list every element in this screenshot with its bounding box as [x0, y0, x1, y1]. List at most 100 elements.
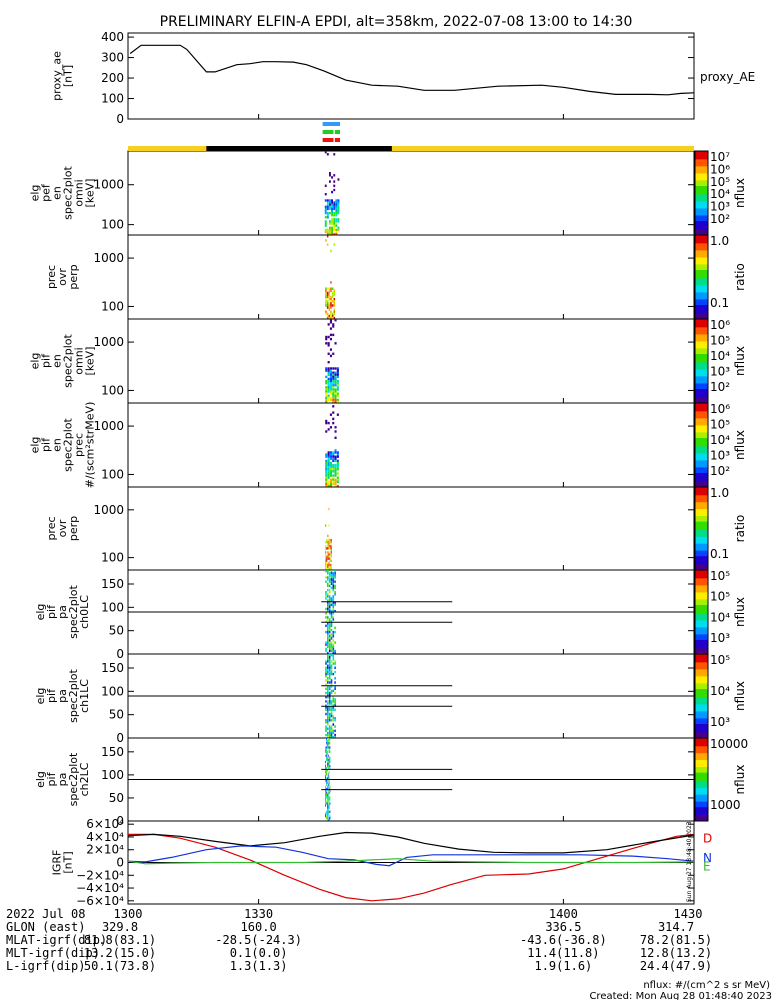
heatmap-cell — [330, 645, 333, 648]
heatmap-cell — [330, 710, 333, 714]
heatmap-cell — [327, 742, 329, 745]
colorbar-swatch — [695, 558, 708, 561]
heatmap-cell — [332, 323, 335, 326]
heatmap-cell — [330, 735, 333, 739]
y-tick-label: 100 — [101, 600, 124, 614]
heatmap-cell — [327, 635, 329, 638]
heatmap-cell — [326, 773, 327, 776]
heatmap-cell — [325, 794, 326, 797]
heatmap-cell — [327, 717, 329, 720]
heatmap-cell — [327, 779, 329, 782]
heatmap-cell — [325, 746, 326, 749]
colorbar-swatch — [695, 457, 708, 460]
heatmap-cell — [328, 302, 331, 305]
colorbar-swatch — [695, 563, 708, 565]
colorbar-swatch — [695, 249, 708, 251]
colorbar-swatch — [695, 404, 708, 407]
heatmap-cell — [329, 482, 332, 486]
colorbar-swatch — [695, 331, 708, 334]
series-line-d — [128, 833, 695, 902]
colorbar-swatch — [695, 431, 708, 433]
heatmap-cell — [325, 398, 328, 402]
heatmap-cell — [332, 478, 335, 481]
heatmap-cell — [332, 584, 335, 588]
heatmap-cell — [327, 630, 329, 634]
heatmap-cell — [325, 771, 326, 774]
heatmap-cell — [326, 300, 329, 303]
colorbar-swatch — [695, 309, 708, 311]
heatmap-cell — [329, 354, 332, 358]
colorbar-swatch — [695, 300, 708, 303]
colorbar-swatch — [695, 292, 708, 295]
colorbar-swatch — [695, 319, 708, 321]
heatmap-cell — [335, 211, 338, 215]
heatmap-cell — [327, 785, 328, 789]
colorbar-swatch — [695, 489, 708, 492]
colorbar-swatch — [695, 553, 708, 556]
colorbar-swatch — [695, 567, 708, 569]
heatmap-cell — [328, 700, 331, 703]
heatmap-cell — [332, 411, 335, 414]
y-axis-label: pef — [40, 183, 53, 202]
heatmap-cell — [334, 455, 337, 458]
colorbar-swatch — [695, 414, 708, 416]
y-axis-label: prec — [45, 265, 58, 289]
colorbar-swatch — [695, 270, 708, 272]
heatmap-cell — [334, 641, 336, 644]
colorbar-tick-label: 10⁵ — [710, 175, 730, 189]
heatmap-cell — [336, 388, 339, 391]
heatmap-cell — [337, 220, 340, 223]
heatmap-cell — [328, 787, 330, 791]
heatmap-cell — [335, 205, 338, 208]
heatmap-cell — [325, 727, 327, 730]
heatmap-cell — [330, 683, 333, 686]
colorbar-swatch — [695, 298, 708, 300]
colorbar-swatch — [695, 193, 708, 195]
heatmap-cell — [328, 738, 330, 741]
colorbar-swatch — [695, 265, 708, 268]
heatmap-cell — [330, 287, 332, 290]
panel-frame — [127, 234, 695, 320]
heatmap-cell — [328, 584, 331, 588]
heatmap-cell — [329, 480, 332, 484]
heatmap-cell — [332, 400, 335, 404]
heatmap-cell — [325, 304, 327, 307]
heatmap-cell — [325, 779, 326, 782]
heatmap-cell — [334, 685, 336, 688]
heatmap-cell — [327, 576, 329, 579]
series-line-n — [127, 845, 695, 867]
colorbar-swatch — [695, 751, 708, 754]
colorbar-swatch — [695, 610, 708, 613]
heatmap-cell — [327, 463, 330, 467]
heatmap-cell — [326, 748, 327, 751]
colorbar-swatch — [695, 456, 708, 458]
heatmap-cell — [329, 758, 331, 762]
colorbar-swatch — [695, 668, 708, 670]
heatmap-cell — [329, 451, 332, 454]
heatmap-cell — [332, 576, 335, 579]
colorbar-swatch — [695, 222, 708, 225]
x-tick-label-mlat: 78.2(81.5) — [640, 933, 712, 947]
colorbar-swatch — [695, 305, 708, 307]
heatmap-cell — [325, 390, 328, 393]
heatmap-cell — [327, 622, 329, 625]
colorbar-swatch — [695, 525, 708, 528]
x-tick-label-mlt: 13.2(15.0) — [84, 946, 156, 960]
heatmap-cell — [328, 306, 331, 309]
heatmap-cell — [327, 609, 329, 613]
heatmap-cell — [334, 570, 336, 573]
heatmap-cell — [332, 717, 335, 720]
heatmap-cell — [325, 725, 327, 728]
heatmap-cell — [328, 649, 331, 653]
colorbar-tick-label: 10⁶ — [710, 318, 730, 332]
heatmap-cell — [327, 555, 329, 558]
colorbar-swatch — [695, 166, 708, 169]
heatmap-cell — [327, 582, 329, 585]
heatmap-cell — [328, 599, 331, 602]
heatmap-cell — [328, 645, 331, 648]
colorbar-label: nflux — [733, 765, 747, 795]
heatmap-cell — [327, 814, 329, 818]
heatmap-cell — [334, 367, 337, 370]
colorbar-swatch — [695, 662, 708, 665]
colorbar-swatch — [695, 779, 708, 782]
